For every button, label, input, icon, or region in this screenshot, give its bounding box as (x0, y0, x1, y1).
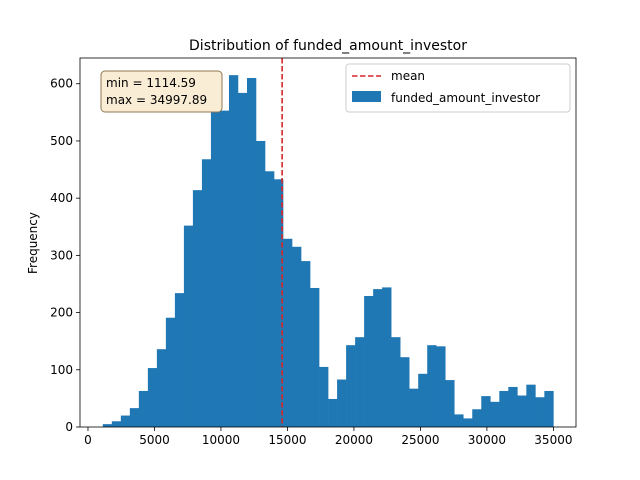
histogram-bar (274, 179, 284, 427)
histogram-bar (111, 421, 122, 427)
histogram-bar (255, 140, 266, 427)
histogram-bar (129, 408, 140, 427)
y-tick-label: 400 (50, 191, 73, 205)
histogram-bar (535, 397, 545, 427)
y-tick-label: 600 (50, 77, 73, 91)
histogram-bar (337, 379, 347, 427)
histogram-bar (292, 246, 302, 427)
histogram-bar (472, 409, 482, 427)
histogram-bar (355, 337, 365, 427)
histogram-bar (301, 261, 311, 427)
histogram-bar (192, 190, 203, 427)
x-tick-label: 20000 (335, 433, 373, 447)
histogram-bar (490, 401, 500, 427)
y-tick-label: 100 (50, 363, 73, 377)
histogram-bar (346, 345, 356, 427)
histogram-bar (454, 414, 464, 427)
x-tick-label: 30000 (468, 433, 506, 447)
annotation-min: min = 1114.59 (106, 76, 196, 90)
axes: 0 5000 10000 15000 20000 25000 30000 35000 0 100 2… (50, 57, 577, 447)
histogram-bar (409, 388, 419, 427)
histogram-bar (138, 390, 149, 427)
legend-mean-label: mean (391, 69, 425, 83)
x-tick-label: 0 (84, 433, 92, 447)
histogram-bar (427, 345, 437, 427)
histogram-bar (283, 238, 293, 427)
legend-frame (345, 63, 571, 113)
x-tick-label: 15000 (268, 433, 306, 447)
plot-frame (79, 57, 577, 428)
histogram-bar (102, 424, 113, 427)
stats-annotation: min = 1114.59 max = 34997.89 (100, 70, 223, 113)
histogram-bar (310, 287, 320, 427)
histogram-bar (219, 110, 230, 427)
histogram-bar (373, 289, 383, 427)
histogram-bar (382, 287, 392, 427)
histogram-bar (156, 349, 167, 427)
y-tick-label: 200 (50, 306, 73, 320)
histogram-bar (499, 390, 509, 427)
histogram-bar (120, 415, 131, 427)
annotation-box (100, 70, 223, 113)
histogram-bar (319, 366, 329, 427)
histogram-bar (183, 225, 194, 427)
y-tick-label: 500 (50, 134, 73, 148)
histogram-bar (210, 111, 221, 427)
histogram-bar (237, 92, 248, 428)
histogram-bar (445, 380, 455, 427)
histogram-bar (265, 171, 275, 427)
x-tick-label: 25000 (401, 433, 439, 447)
histogram-bar (165, 317, 176, 427)
histogram-bars (102, 75, 554, 428)
legend-series-label: funded_amount_investor (391, 91, 540, 105)
y-tick-label: 0 (65, 420, 73, 434)
histogram-bar (400, 357, 410, 427)
legend: mean funded_amount_investor (345, 63, 571, 113)
histogram-bar (147, 368, 158, 427)
histogram-bar (463, 418, 473, 427)
histogram-bar (481, 396, 491, 427)
histogram-bar (174, 293, 185, 427)
annotation-max: max = 34997.89 (106, 93, 207, 107)
histogram-bar (328, 398, 338, 427)
x-tick-label: 5000 (139, 433, 170, 447)
histogram-bar (436, 346, 446, 427)
histogram-bar (544, 390, 554, 427)
histogram-bar (364, 295, 374, 427)
x-tick-label: 10000 (202, 433, 240, 447)
histogram-bar (508, 386, 518, 427)
histogram-bar (418, 373, 428, 427)
y-tick-label: 300 (50, 248, 73, 262)
histogram-bar (228, 75, 239, 427)
histogram-bar (517, 395, 527, 427)
histogram-bar (246, 78, 257, 428)
x-tick-label: 35000 (534, 433, 572, 447)
legend-series-swatch (352, 91, 381, 102)
y-axis-label: Frequency (26, 212, 40, 274)
histogram-bar (391, 337, 401, 427)
histogram-bar (201, 159, 212, 427)
histogram-bar (526, 384, 536, 427)
chart-title: Distribution of funded_amount_investor (189, 38, 467, 54)
